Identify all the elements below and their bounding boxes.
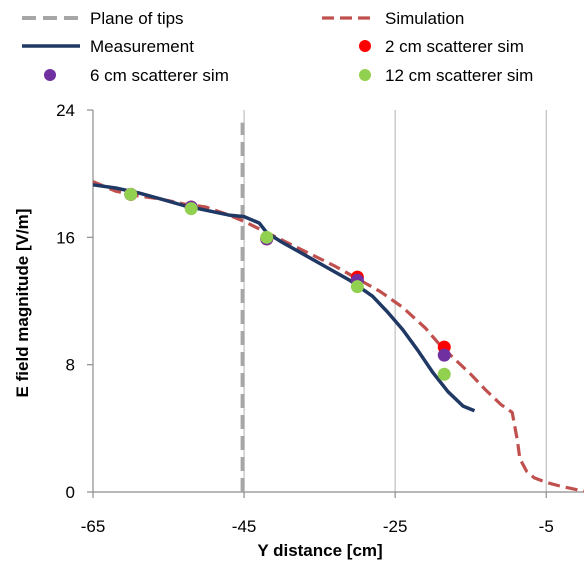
legend-swatch-12-cm-scatterer-sim [359,69,371,81]
legend-item-simulation: Simulation [322,9,464,28]
tick-labels: 0 8 16 24 -65 -45 -25 -5 [56,101,554,536]
legend-label-plane-of-tips: Plane of tips [90,9,184,28]
marker-12-cm-scatterer-sim [260,230,274,244]
plot-series [92,122,584,493]
y-tick-label: 24 [56,101,75,120]
y-tick-label: 16 [56,228,75,247]
series-line-simulation [92,180,584,493]
y-tick-label: 0 [66,483,75,502]
legend-item-12-cm-scatterer-sim: 12 cm scatterer sim [359,66,533,85]
marker-12-cm-scatterer-sim [184,202,198,216]
y-axis-title: E field magnitude [V/m] [13,209,32,398]
y-tick-label: 8 [66,356,75,375]
legend-label-6-cm-scatterer-sim: 6 cm scatterer sim [90,66,229,85]
x-tick-label: -65 [81,517,106,536]
x-tick-label: -45 [232,517,257,536]
marker-6-cm-scatterer-sim [437,348,451,362]
marker-12-cm-scatterer-sim [350,280,364,294]
legend-swatch-2-cm-scatterer-sim [359,40,371,52]
legend-item-6-cm-scatterer-sim: 6 cm scatterer sim [44,66,229,85]
series-line-measurement [92,183,476,413]
legend-label-measurement: Measurement [90,37,194,56]
x-axis-title: Y distance [cm] [257,541,382,560]
marker-12-cm-scatterer-sim [124,187,138,201]
legend-label-12-cm-scatterer-sim: 12 cm scatterer sim [385,66,533,85]
x-tick-label: -25 [383,517,408,536]
plot-axes [87,109,584,498]
legend: Plane of tips Simulation Measurement 2 cm s… [22,9,533,85]
legend-label-2-cm-scatterer-sim: 2 cm scatterer sim [385,37,524,56]
marker-12-cm-scatterer-sim [437,367,451,381]
legend-swatch-6-cm-scatterer-sim [44,69,56,81]
legend-item-plane-of-tips: Plane of tips [22,9,184,28]
legend-label-simulation: Simulation [385,9,464,28]
legend-item-measurement: Measurement [22,37,194,56]
x-tick-label: -5 [539,517,554,536]
legend-item-2-cm-scatterer-sim: 2 cm scatterer sim [359,37,524,56]
